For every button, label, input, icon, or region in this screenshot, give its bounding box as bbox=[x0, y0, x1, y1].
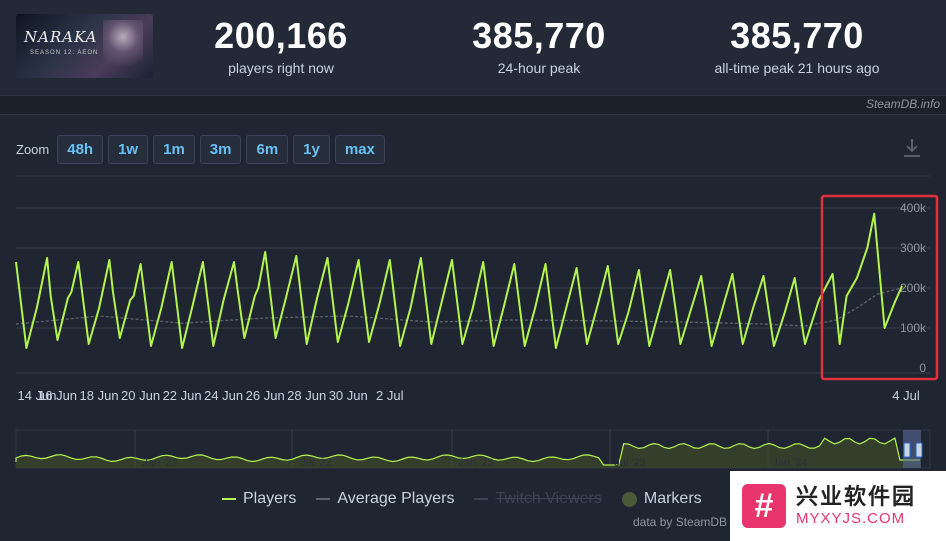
players-line bbox=[15, 212, 903, 349]
stat-current-players: 200,166 players right now bbox=[171, 15, 391, 77]
logo-title: NARAKA bbox=[24, 28, 98, 46]
download-icon[interactable] bbox=[902, 137, 922, 159]
steamdb-credit[interactable]: SteamDB.info bbox=[865, 97, 940, 111]
average-players-line bbox=[15, 287, 903, 327]
legend-twitch-swatch bbox=[474, 498, 489, 500]
x-tick-label: 18 Jun bbox=[80, 388, 119, 403]
y-tick-label: 0 bbox=[919, 361, 926, 375]
legend-average-label: Average Players bbox=[337, 490, 455, 507]
navigator-selection bbox=[903, 430, 921, 468]
zoom-1w-button[interactable]: 1w bbox=[108, 135, 149, 164]
zoom-3m-button[interactable]: 3m bbox=[199, 135, 242, 164]
x-tick-label: 4 Jul bbox=[892, 388, 920, 403]
stat-value: 200,166 bbox=[214, 15, 348, 56]
y-tick-label: 200k bbox=[900, 281, 927, 295]
navigator-area bbox=[16, 438, 920, 468]
zoom-1m-button[interactable]: 1m bbox=[153, 135, 195, 164]
legend-markers[interactable]: Markers bbox=[621, 490, 702, 508]
legend-markers-swatch bbox=[621, 491, 637, 507]
stat-all-time-peak: 385,770 all-time peak 21 hours ago bbox=[687, 15, 907, 77]
stat-label: all-time peak 21 hours ago bbox=[714, 60, 880, 76]
watermark-text: 兴业软件园 MYXYJS.COM bbox=[796, 484, 916, 528]
legend-twitch-label: Twitch Viewers bbox=[495, 490, 602, 507]
zoom-1y-button[interactable]: 1y bbox=[293, 135, 330, 164]
x-tick-label: 16 Jun bbox=[38, 388, 77, 403]
x-tick-label: 20 Jun bbox=[121, 388, 160, 403]
game-logo[interactable]: NARAKA SEASON 12: AEON bbox=[16, 14, 153, 78]
legend-average[interactable]: Average Players bbox=[316, 490, 454, 508]
data-credit[interactable]: data by SteamDB bbox=[633, 515, 728, 529]
navigator-label: Jul '23 bbox=[614, 457, 645, 469]
players-series bbox=[15, 212, 903, 349]
legend-average-swatch bbox=[316, 498, 331, 500]
logo-artwork bbox=[103, 20, 143, 76]
stat-24h-peak: 385,770 24-hour peak bbox=[429, 15, 649, 77]
watermark-main: 兴业软件园 bbox=[796, 484, 917, 509]
x-tick-label: 26 Jun bbox=[246, 388, 285, 403]
watermark-logo: # bbox=[742, 484, 786, 528]
chart-grid bbox=[16, 175, 930, 374]
zoom-48h-button[interactable]: 48h bbox=[57, 135, 104, 164]
range-navigator: Jan '22 Jul '22 Jan '23 Jul '23 Jan '24 bbox=[15, 429, 931, 469]
x-tick-label: 30 Jun bbox=[329, 388, 368, 403]
navigator-handle-right bbox=[915, 442, 923, 458]
legend-players-label: Players bbox=[243, 490, 297, 507]
highlight-rectangle bbox=[820, 194, 939, 381]
y-tick-label: 100k bbox=[900, 321, 927, 335]
stat-value: 385,770 bbox=[472, 15, 606, 56]
x-tick-label: 22 Jun bbox=[163, 388, 202, 403]
navigator-label: Jan '24 bbox=[772, 457, 807, 469]
navigator-line bbox=[15, 437, 920, 466]
stat-value: 385,770 bbox=[730, 15, 864, 56]
x-tick-label: 24 Jun bbox=[204, 388, 243, 403]
highlight-box bbox=[820, 194, 939, 381]
x-tick-label: 28 Jun bbox=[287, 388, 326, 403]
watermark-sub: MYXYJS.COM bbox=[796, 510, 906, 527]
navigator-label: Jan '22 bbox=[142, 457, 177, 469]
stats-panel: NARAKA SEASON 12: AEON 200,166 players r… bbox=[0, 0, 946, 96]
stat-label: 24-hour peak bbox=[497, 60, 581, 76]
legend-players[interactable]: Players bbox=[222, 490, 296, 508]
y-tick-label: 300k bbox=[900, 241, 927, 255]
x-tick-label: 2 Jul bbox=[376, 388, 404, 403]
logo-subtitle: SEASON 12: AEON bbox=[30, 50, 99, 56]
zoom-label: Zoom bbox=[16, 142, 50, 157]
zoom-controls: Zoom 48h 1w 1m 3m 6m 1y max bbox=[16, 135, 390, 164]
average-series bbox=[15, 287, 903, 327]
navigator-handle-left bbox=[903, 442, 911, 458]
navigator-label: Jan '23 bbox=[458, 457, 493, 469]
zoom-6m-button[interactable]: 6m bbox=[246, 135, 289, 164]
watermark: # 兴业软件园 MYXYJS.COM bbox=[730, 471, 946, 541]
legend-players-swatch bbox=[222, 498, 236, 500]
legend-twitch[interactable]: Twitch Viewers bbox=[474, 490, 602, 508]
y-tick-label: 400k bbox=[900, 201, 927, 215]
legend-markers-label: Markers bbox=[643, 490, 702, 507]
chart-legend: Players Average Players Twitch Viewers M… bbox=[222, 490, 722, 508]
navigator-label: Jul '22 bbox=[300, 457, 331, 469]
zoom-max-button[interactable]: max bbox=[334, 135, 385, 164]
y-axis-ticks: 0 100k 200k 300k 400k bbox=[900, 201, 927, 375]
x-tick-label: 14 Jun bbox=[17, 388, 56, 403]
stat-label: players right now bbox=[228, 60, 334, 76]
